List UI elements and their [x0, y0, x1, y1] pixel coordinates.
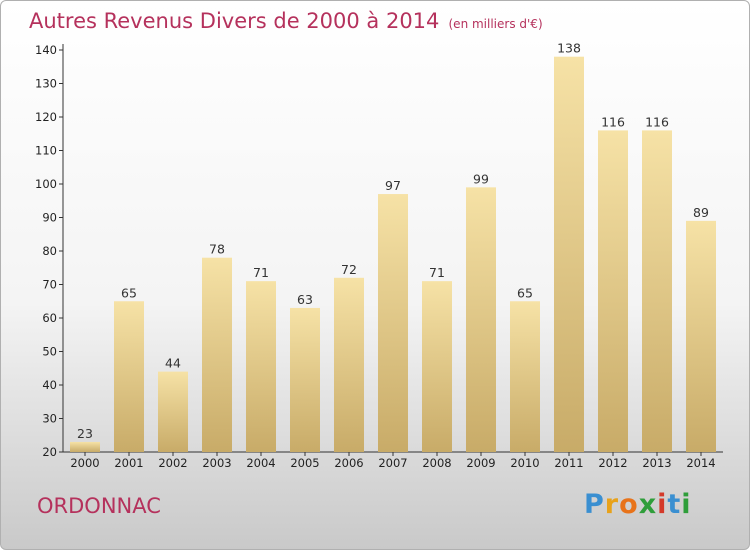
bar: [598, 130, 628, 452]
bar: [642, 130, 672, 452]
y-tick-label: 70: [42, 278, 57, 292]
bar: [290, 307, 320, 452]
bar: [510, 301, 540, 452]
bar-value-label: 89: [693, 205, 709, 220]
x-tick-label: 2008: [422, 456, 451, 470]
y-tick-label: 40: [42, 378, 57, 392]
logo-letter: i: [657, 489, 668, 520]
bar: [378, 194, 408, 453]
x-axis: 2000 2001 2002 2003 2004 2005 2006 2007 2008 2009…: [63, 451, 723, 470]
bar-value-label: 116: [601, 114, 625, 129]
logo-letter: o: [619, 489, 639, 520]
bar: [114, 301, 144, 452]
y-tick-label: 110: [35, 144, 57, 158]
logo-letter: r: [604, 489, 620, 520]
bar: [686, 220, 716, 452]
y-tick-label: 100: [35, 177, 57, 191]
x-tick-label: 2005: [290, 456, 319, 470]
bar-value-label: 63: [297, 292, 313, 307]
chart-title-unit: (en milliers d'€): [448, 17, 543, 31]
bar-value-label: 116: [645, 114, 669, 129]
y-tick-label: 140: [35, 43, 57, 57]
bar: [158, 371, 188, 452]
bar-value-label: 72: [341, 262, 357, 277]
proxiti-logo: Proxiti: [584, 489, 692, 520]
x-tick-label: 2000: [70, 456, 99, 470]
y-tick-label: 60: [42, 311, 57, 325]
bar-value-label: 138: [557, 41, 581, 56]
bar-value-label: 44: [165, 356, 181, 371]
x-tick-label: 2014: [686, 456, 715, 470]
bar-value-label: 97: [385, 178, 401, 193]
bar: [466, 187, 496, 452]
x-tick-label: 2011: [554, 456, 583, 470]
x-tick-label: 2003: [202, 456, 231, 470]
x-tick-label: 2001: [114, 456, 143, 470]
x-tick-label: 2006: [334, 456, 363, 470]
y-tick-label: 50: [42, 345, 57, 359]
y-tick-label: 20: [42, 445, 57, 459]
x-tick-label: 2002: [158, 456, 187, 470]
bar: [554, 56, 584, 452]
x-tick-label: 2013: [642, 456, 671, 470]
bar-value-label: 65: [121, 285, 137, 300]
logo-letter: i: [681, 489, 692, 520]
bar-value-label: 65: [517, 285, 533, 300]
bar-value-label: 71: [429, 265, 445, 280]
x-tick-label: 2009: [466, 456, 495, 470]
bar-value-label: 99: [473, 171, 489, 186]
bars: 23 65 44 78 71 63 72 97 71 99 65 138 116 116 89: [70, 41, 716, 453]
y-tick-label: 90: [42, 211, 57, 225]
bar-value-label: 78: [209, 242, 225, 257]
chart-title: Autres Revenus Divers de 2000 à 2014 (en…: [29, 9, 543, 33]
bar: [70, 441, 100, 452]
commune-name: ORDONNAC: [37, 494, 161, 518]
bar-value-label: 23: [77, 426, 93, 441]
x-tick-label: 2004: [246, 456, 275, 470]
bar: [422, 281, 452, 452]
y-tick-label: 120: [35, 110, 57, 124]
logo-letter: P: [584, 489, 605, 520]
chart-title-main: Autres Revenus Divers de 2000 à 2014: [29, 9, 440, 33]
y-tick-label: 30: [42, 412, 57, 426]
bar: [202, 257, 232, 452]
x-tick-label: 2012: [598, 456, 627, 470]
logo-letter: x: [638, 489, 658, 520]
bar-value-label: 71: [253, 265, 269, 280]
y-tick-label: 80: [42, 244, 57, 258]
bar: [246, 281, 276, 452]
x-tick-label: 2010: [510, 456, 539, 470]
x-tick-label: 2007: [378, 456, 407, 470]
bar: [334, 277, 364, 452]
y-axis: 20 30 40 50 60 70 80 90 100 110 120 130 140: [35, 43, 64, 459]
y-tick-label: 130: [35, 77, 57, 91]
logo-letter: t: [667, 489, 682, 520]
